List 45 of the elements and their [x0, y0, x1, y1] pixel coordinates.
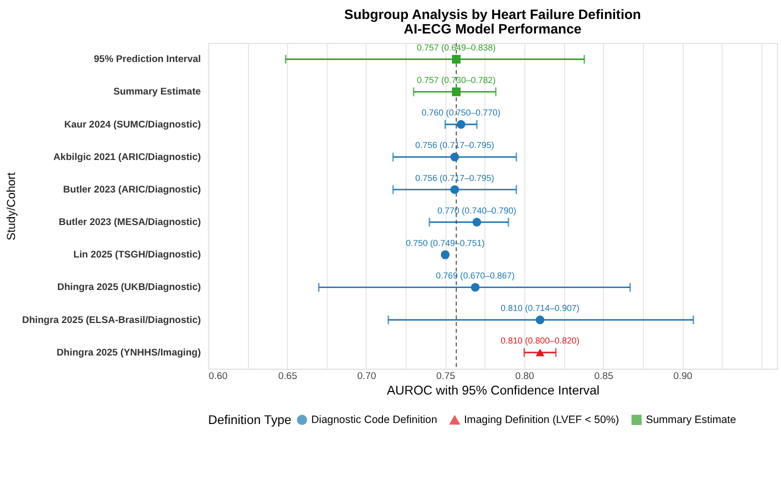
data-label: 0.810 (0.800–0.820) — [500, 336, 580, 346]
data-label: 0.760 (0.750–0.770) — [422, 108, 501, 118]
y-tick-label: Lin 2025 (TSGH/Diagnostic) — [73, 250, 201, 261]
x-tick-label: 0.80 — [515, 371, 535, 382]
legend-label: Diagnostic Code Definition — [311, 414, 438, 426]
y-tick-label: 95% Prediction Interval — [94, 54, 202, 66]
data-label: 0.769 (0.670–0.867) — [436, 270, 515, 281]
point — [452, 54, 461, 64]
y-tick-label: Butler 2023 (ARIC/Diagnostic) — [63, 184, 201, 196]
data-label: 0.810 (0.714–0.907) — [500, 303, 580, 314]
x-tick-label: 0.75 — [436, 371, 456, 382]
y-tick-label: Dhingra 2025 (ELSA-Brasil/Diagnostic) — [22, 314, 201, 326]
y-tick-label: Dhingra 2025 (YNHHS/Imaging) — [56, 347, 201, 358]
point — [450, 185, 460, 194]
y-tick-label: Butler 2023 (MESA/Diagnostic) — [58, 217, 201, 228]
y-tick-label: Dhingra 2025 (UKB/Diagnostic) — [57, 282, 201, 294]
data-label: 0.756 (0.717–0.795) — [415, 140, 494, 150]
chart-title: Subgroup Analysis by Heart Failure Definition — [344, 7, 641, 22]
data-label: 0.757 (0.649–0.838) — [416, 42, 496, 52]
x-axis-title: AUROC with 95% Confidence Interval — [386, 384, 600, 398]
point — [536, 348, 544, 356]
x-tick-label: 0.65 — [278, 371, 298, 382]
point — [440, 250, 450, 260]
point — [450, 152, 460, 162]
data-label: 0.757 (0.730–0.782) — [416, 75, 496, 86]
x-tick-label: 0.60 — [208, 371, 228, 382]
legend-label: Imaging Definition (LVEF < 50%) — [464, 414, 620, 426]
y-axis-title: Study/Cohort — [5, 172, 18, 240]
point — [472, 218, 482, 226]
y-tick-label: Kaur 2024 (SUMC/Diagnostic) — [64, 119, 201, 130]
data-label: 0.756 (0.717–0.795) — [415, 172, 494, 183]
data-label: 0.770 (0.740–0.790) — [437, 205, 516, 216]
y-tick-label: Summary Estimate — [113, 86, 202, 98]
point — [470, 282, 480, 292]
point — [536, 316, 544, 324]
x-tick-label: 0.90 — [673, 371, 693, 382]
legend-label: Summary Estimate — [646, 414, 736, 426]
point — [452, 87, 461, 96]
chart-subtitle: AI-ECG Model Performance — [404, 22, 582, 37]
x-tick-label: 0.70 — [357, 371, 377, 382]
data-label: 0.750 (0.749–0.751) — [406, 238, 485, 248]
y-tick-label: Akbilgic 2021 (ARIC/Diagnostic) — [53, 152, 201, 163]
legend-title: Definition Type — [208, 413, 292, 428]
x-tick-label: 0.85 — [594, 371, 614, 382]
point — [456, 120, 466, 129]
